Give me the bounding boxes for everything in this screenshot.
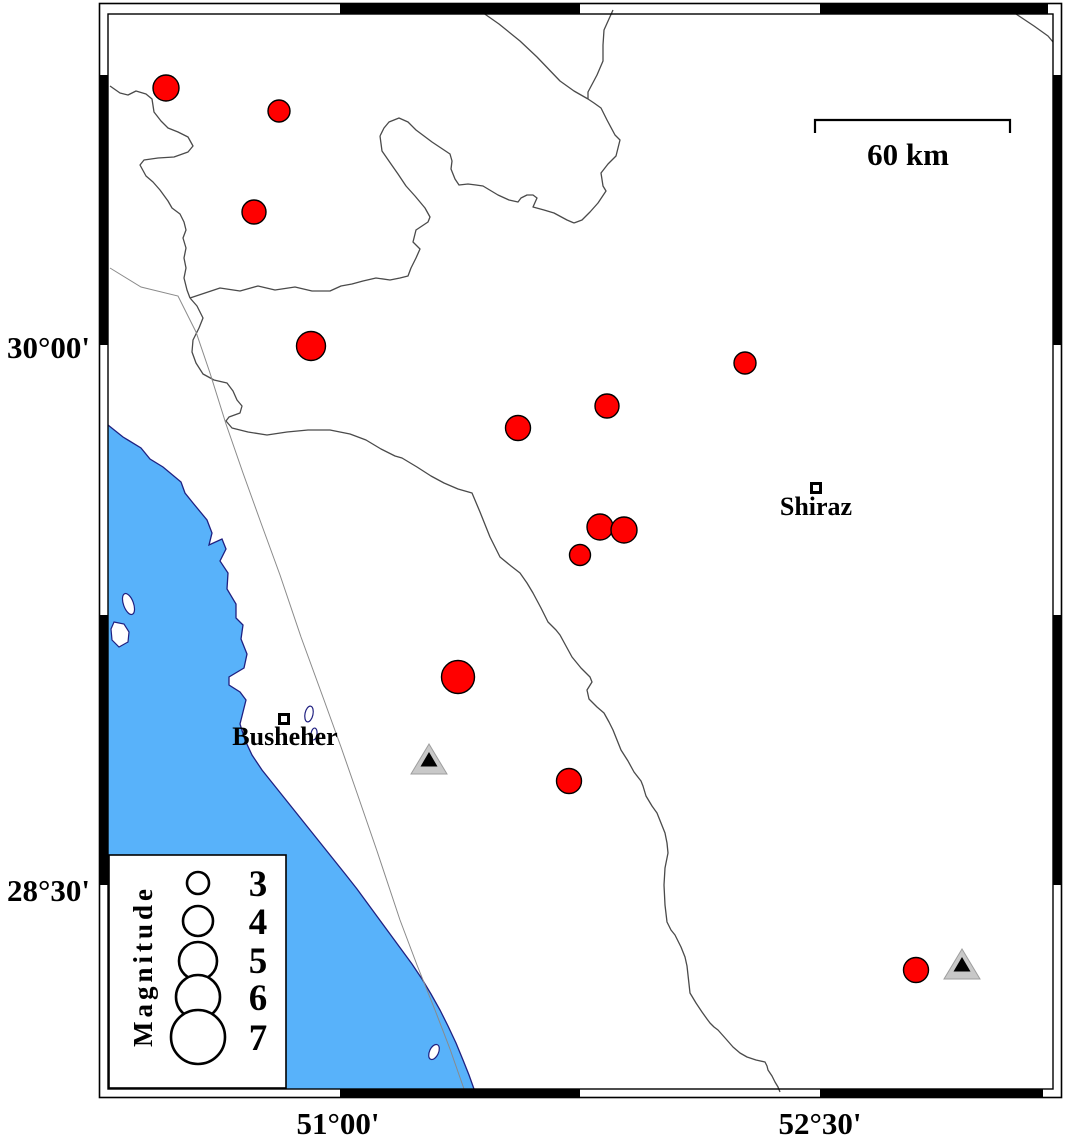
island xyxy=(304,705,314,723)
earthquake-layer xyxy=(152,74,930,984)
station-triangle-inner xyxy=(953,957,971,972)
scale-bar-bracket xyxy=(813,118,1012,133)
boundary-northwest xyxy=(109,85,194,299)
coastline xyxy=(107,424,475,1090)
city-layer xyxy=(278,482,822,725)
station-triangle-inner xyxy=(420,752,438,767)
earthquake-marker xyxy=(295,330,327,362)
station-layer xyxy=(410,743,981,980)
island xyxy=(110,621,130,648)
frame-black-left-2 xyxy=(100,615,108,885)
earthquake-marker xyxy=(902,956,930,984)
earthquake-marker xyxy=(504,414,532,442)
legend-circle-mag7 xyxy=(169,1008,227,1066)
earthquake-marker xyxy=(152,74,180,102)
scale-bar: 60 km xyxy=(813,118,1012,172)
map-frame xyxy=(0,2,1063,1099)
boundary-layer xyxy=(109,9,1054,1093)
legend-title: Magnitude xyxy=(128,885,158,1047)
axis-label-lat-30: 30°00' xyxy=(7,330,90,365)
magnitude-legend: Magnitude 3 4 5 6 7 xyxy=(108,854,287,1089)
earthquake-marker xyxy=(610,516,638,544)
frame-black-top-2 xyxy=(820,4,1048,14)
city-square-marker xyxy=(278,713,290,725)
legend-label-mag3: 3 xyxy=(249,864,268,905)
axis-label-lon-51: 51°00' xyxy=(296,1106,379,1139)
frame-mask-left xyxy=(0,14,108,1089)
city-square-marker xyxy=(810,482,822,494)
boundary-ridge-west xyxy=(189,135,431,299)
frame-inner xyxy=(107,13,1054,1090)
axis-label-lon-52-30: 52°30' xyxy=(778,1106,861,1139)
island xyxy=(310,727,318,741)
frame-black-top-1 xyxy=(340,4,580,14)
city-label-shiraz: Shiraz xyxy=(780,492,852,521)
boundary-basin-south xyxy=(379,117,575,224)
boundary-north-b xyxy=(587,9,614,99)
earthquake-marker xyxy=(241,199,267,225)
legend-circle-mag3 xyxy=(185,870,211,896)
earthquake-marker xyxy=(568,543,592,567)
island xyxy=(428,1043,440,1061)
legend-label-mag7: 7 xyxy=(249,1018,268,1059)
boundary-northeast-corner xyxy=(1015,13,1054,43)
legend-label-mag4: 4 xyxy=(249,902,268,943)
earthquake-marker xyxy=(555,767,583,795)
city-labels: Busheher Shiraz xyxy=(232,492,852,751)
frame-black-left-1 xyxy=(100,75,108,345)
axis-annotations: 30°00' 28°30' 51°00' 52°30' xyxy=(7,330,862,1139)
earthquake-marker xyxy=(267,99,291,123)
island xyxy=(121,592,136,616)
scale-bar-label: 60 km xyxy=(867,137,949,172)
frame-black-bottom-1 xyxy=(340,1089,580,1098)
earthquake-marker xyxy=(733,351,757,375)
boundary-zagros-front xyxy=(189,297,781,1093)
frame-black-right-2 xyxy=(1053,615,1062,885)
frame-black-bottom-2 xyxy=(820,1089,1043,1098)
earthquake-marker xyxy=(586,513,614,541)
legend-label-mag6: 6 xyxy=(249,978,268,1019)
earthquake-marker xyxy=(440,659,476,695)
geodesic-line xyxy=(109,267,465,1090)
axis-label-lat-28-30: 28°30' xyxy=(7,873,90,908)
frame-outer xyxy=(98,2,1063,1099)
city-label-busheher: Busheher xyxy=(232,722,337,751)
legend-circle-mag4 xyxy=(181,904,215,938)
legend-label-mag5: 5 xyxy=(249,941,268,982)
earthquake-marker xyxy=(594,393,620,419)
boundary-basin-east xyxy=(573,98,621,224)
frame-black-right-1 xyxy=(1053,75,1062,345)
boundary-north-a xyxy=(478,9,589,100)
